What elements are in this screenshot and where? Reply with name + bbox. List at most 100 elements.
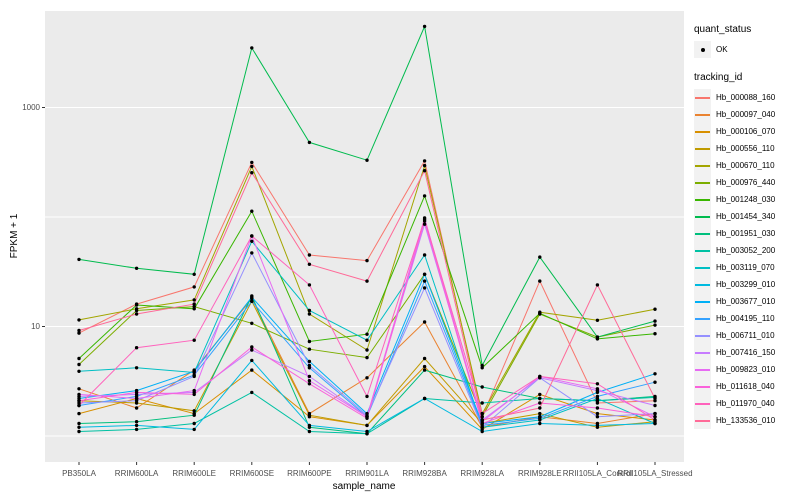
data-point (538, 396, 542, 401)
legend-key-line (694, 344, 711, 361)
legend-item-label: Hb_000106_070 (716, 127, 776, 136)
data-point (134, 346, 139, 350)
data-point (77, 411, 81, 416)
legend-item-label: Hb_000556_110 (716, 144, 775, 153)
legend-key-line (694, 259, 711, 276)
line-swatch-icon (695, 130, 710, 133)
data-point (422, 272, 427, 276)
legend-item-ok: OK (694, 41, 775, 58)
data-point (307, 379, 312, 383)
data-point (192, 388, 196, 393)
data-point (307, 429, 312, 434)
data-point (250, 348, 254, 352)
line-swatch-icon (695, 368, 710, 371)
data-point (365, 338, 369, 342)
data-point (365, 332, 369, 336)
data-point (307, 283, 312, 287)
legend-item-label: Hb_000088_160 (716, 93, 776, 102)
legend-item-label: Hb_133536_010 (716, 416, 776, 425)
data-point (250, 368, 254, 372)
data-point (653, 415, 657, 419)
legend-key-line (694, 276, 711, 293)
data-point (192, 338, 196, 342)
x-tick-label: RRIM600LA (114, 469, 159, 478)
x-tick-label: RRIM928BA (402, 469, 447, 478)
data-point (538, 374, 542, 379)
point-marker-icon (700, 47, 705, 52)
legend-item-label: OK (716, 45, 728, 54)
x-tick-label: RRIM928LA (460, 469, 504, 478)
data-point (134, 266, 139, 270)
legend-item-Hb_001951_030: Hb_001951_030 (694, 225, 775, 242)
data-point (134, 396, 139, 401)
data-point (250, 239, 254, 243)
data-point (192, 374, 196, 379)
line-swatch-icon (695, 147, 710, 150)
data-point (77, 369, 81, 373)
data-point (422, 396, 427, 401)
data-point (480, 429, 484, 434)
data-point (480, 363, 484, 368)
data-point (77, 425, 81, 429)
data-point (595, 335, 600, 339)
data-point (653, 372, 657, 376)
data-point (480, 421, 484, 426)
data-point (307, 382, 312, 386)
legend-key-point (694, 41, 711, 58)
legend-item-Hb_000106_070: Hb_000106_070 (694, 123, 775, 140)
data-point (77, 331, 81, 335)
data-point (134, 308, 139, 313)
data-point (307, 339, 312, 344)
legend-key-line (694, 361, 711, 378)
legend-item-label: Hb_000976_440 (716, 178, 776, 187)
legend-item-label: Hb_001248_030 (716, 195, 776, 204)
legend-item-Hb_133536_010: Hb_133536_010 (694, 412, 775, 429)
legend-item-Hb_011970_040: Hb_011970_040 (694, 395, 775, 412)
data-point (250, 295, 254, 299)
data-point (595, 382, 600, 386)
data-point (653, 396, 657, 401)
legend-item-label: Hb_011618_040 (716, 382, 775, 391)
data-point (595, 387, 600, 391)
data-point (77, 257, 81, 262)
legend-item-Hb_004195_110: Hb_004195_110 (694, 310, 775, 327)
data-point (365, 423, 369, 428)
data-point (307, 312, 312, 316)
data-point (134, 406, 139, 410)
legend-key-line (694, 140, 711, 157)
legend-item-label: Hb_001951_030 (716, 229, 776, 238)
data-point (422, 320, 427, 324)
x-tick-label: RRIM901LA (345, 469, 389, 478)
legend-title-quant-status: quant_status (694, 24, 752, 35)
legend-item-Hb_003677_010: Hb_003677_010 (694, 293, 775, 310)
legend-item-Hb_000556_110: Hb_000556_110 (694, 140, 775, 157)
legend-item-label: Hb_011970_040 (716, 399, 775, 408)
data-point (77, 429, 81, 434)
legend-key-line (694, 123, 711, 140)
legend-item-label: Hb_004195_110 (716, 314, 775, 323)
data-point (307, 308, 312, 313)
data-point (250, 251, 254, 255)
data-point (192, 392, 196, 397)
data-point (422, 368, 427, 372)
line-swatch-icon (695, 215, 710, 218)
legend-item-label: Hb_000670_110 (716, 161, 775, 170)
line-swatch-icon (695, 164, 710, 167)
data-point (307, 347, 312, 351)
legend-quant-status: quant_status OK (694, 24, 775, 58)
data-point (250, 46, 254, 50)
data-point (192, 427, 196, 432)
data-point (77, 421, 81, 426)
line-swatch-icon (695, 402, 710, 405)
line-swatch-icon (695, 419, 710, 422)
data-point (538, 406, 542, 410)
data-point (192, 285, 196, 289)
data-point (653, 307, 657, 311)
data-point (653, 380, 657, 384)
data-point (307, 363, 312, 368)
x-tick-label: PB350LA (62, 469, 96, 478)
data-point (250, 164, 254, 169)
data-point (250, 209, 254, 213)
data-point (250, 299, 254, 303)
